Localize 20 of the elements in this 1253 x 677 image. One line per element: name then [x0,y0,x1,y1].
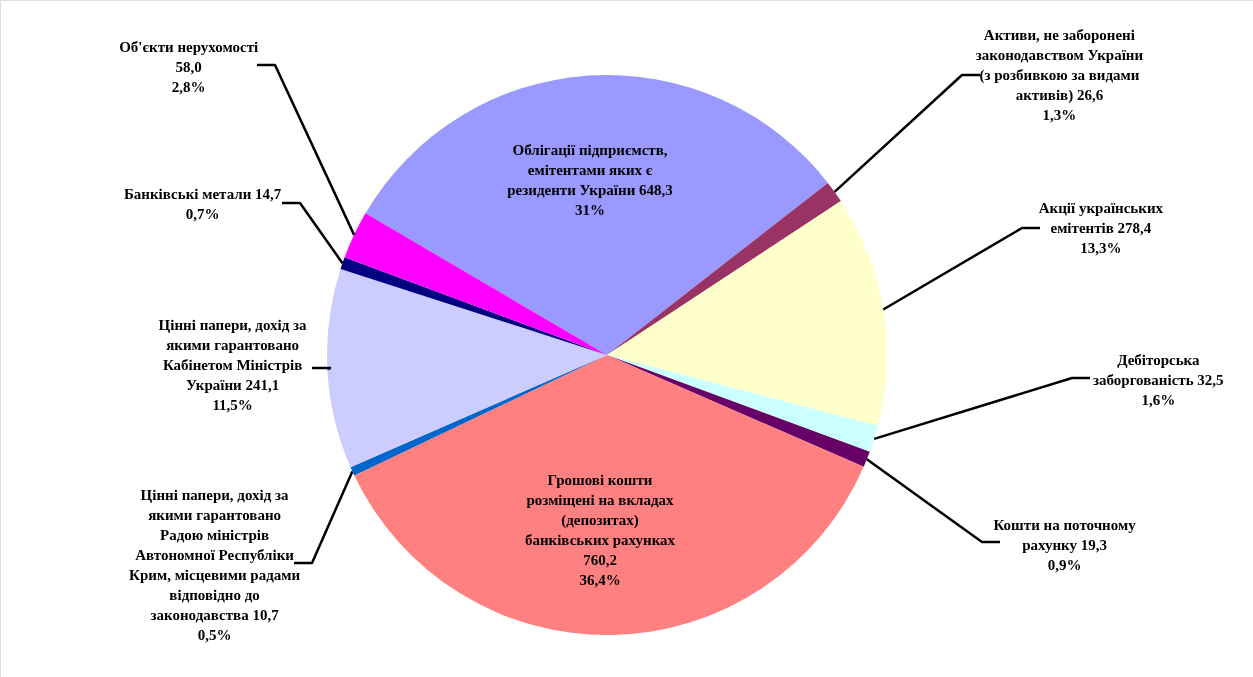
slice-label: Дебіторська заборгованість 32,5 1,6% [1093,352,1224,408]
slice-label: Облігації підприємств, емітентами яких є резиденти України 648,3 31% [507,142,673,218]
slice-label: Банківські метали 14,7 0,7% [123,186,282,222]
slice-label: Грошові кошти розміщені на вкладах (депозитах) банківських рахунках [524,472,676,548]
pie-slice [365,75,828,355]
slice-label: Акції українських емітентів 278,4 13,3% [1038,200,1164,256]
slice-label: Кошти на поточному рахунку 19,3 0,9% [993,517,1137,573]
slice-label: Активи, не заборонені законодавством України (з розбивкою за видами активів) 26,6 1,3% [975,27,1144,123]
pie-slice [327,269,607,468]
data-label: 58,0 2,8% [171,59,206,95]
slice-label: Цінні папери, дохід за якими гарантовано Кабінетом Міністрів України 241,1 11,5% [158,317,308,413]
pie-slice [344,213,607,355]
data-label: 760,2 36,4% [579,552,621,588]
pie-slice [607,201,887,426]
pie-slice [607,355,870,467]
slice-label: Цінні папери, дохід за якими гарантовано Радою міністрів Автономної Республіки Крим, місцевими радами відповідно до законодавства 10,7 0,5% [129,487,301,643]
pie-slice [340,257,607,355]
slice-label: Об'єкти нерухомості [119,39,259,55]
pie-slice [354,355,864,635]
pie-slice [607,355,878,452]
